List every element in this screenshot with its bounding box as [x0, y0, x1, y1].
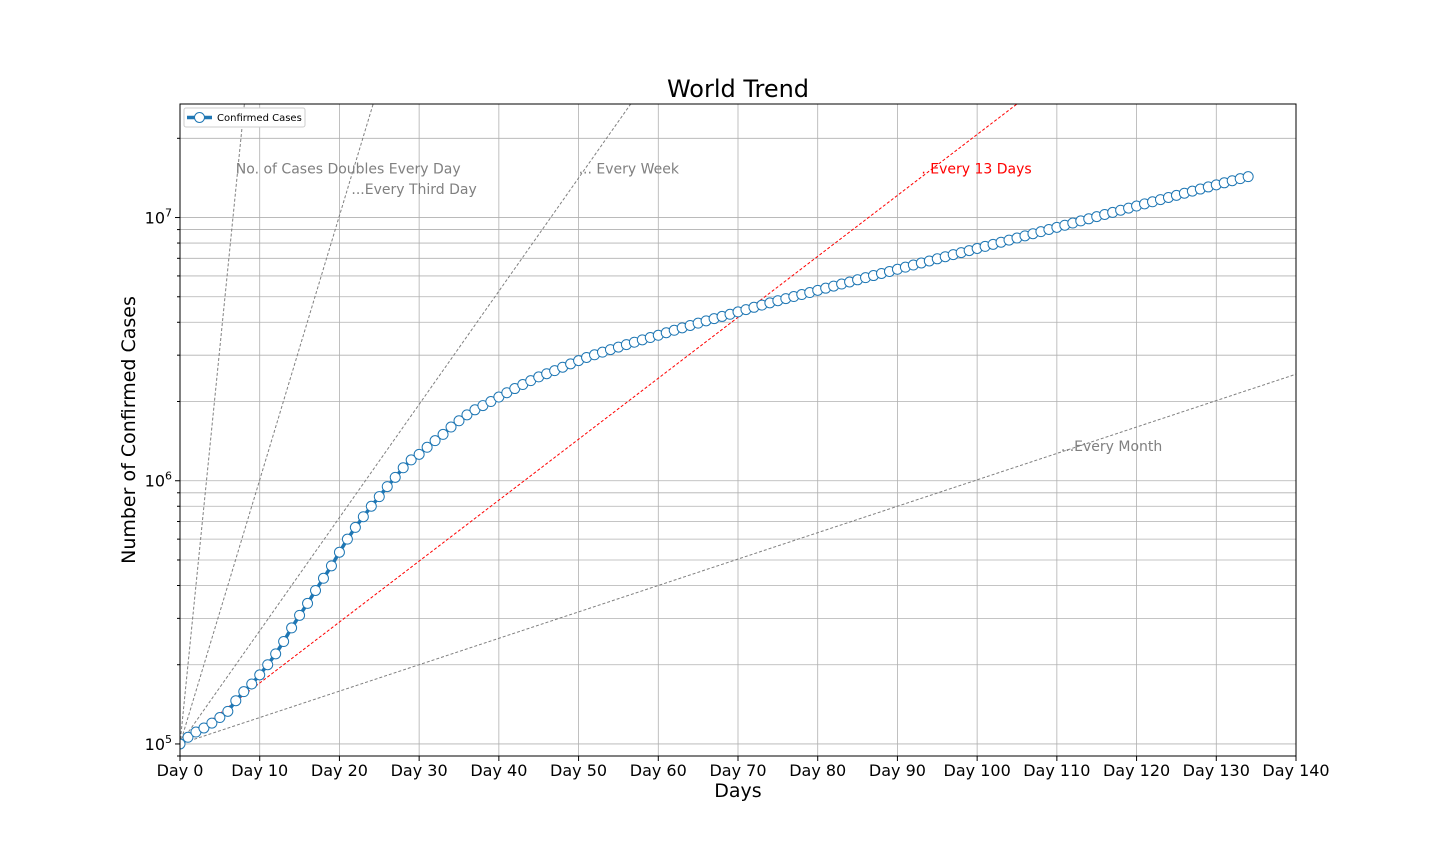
legend: Confirmed Cases [183, 107, 306, 128]
data-point [294, 609, 306, 621]
data-point [206, 717, 218, 729]
x-tick-label: Day 90 [869, 761, 926, 780]
x-tick-label: Day 140 [1262, 761, 1329, 780]
data-point [381, 481, 393, 493]
grid-lines [179, 104, 1297, 757]
x-tick-label: Day 100 [944, 761, 1011, 780]
data-point [421, 441, 433, 453]
series-line-0 [180, 174, 1249, 746]
x-tick-label: Day 0 [157, 761, 204, 780]
data-point [222, 705, 234, 717]
legend-marker [194, 112, 205, 123]
data-point [437, 428, 449, 440]
data-point [198, 722, 210, 734]
data-point [182, 731, 194, 743]
x-tick-label: Day 70 [709, 761, 766, 780]
data-point [445, 421, 457, 433]
data-point [365, 500, 377, 512]
data-point [270, 648, 282, 660]
reference-label-4: ...Every Month [1061, 439, 1162, 455]
x-tick-label: Day 40 [470, 761, 527, 780]
y-tick-exponent: 7 [165, 207, 172, 220]
chart-title: World Trend [667, 75, 809, 103]
y-tick-label: 105 [145, 733, 172, 754]
data-point [373, 491, 385, 503]
data-point [278, 636, 290, 648]
data-point [180, 738, 186, 750]
y-tick-exponent: 6 [165, 470, 172, 483]
x-tick-label: Day 30 [391, 761, 448, 780]
x-tick-label: Day 50 [550, 761, 607, 780]
data-point [230, 695, 242, 707]
reference-label-3: . Every 13 Days [921, 161, 1031, 177]
data-point [341, 533, 353, 545]
data-point [453, 415, 465, 427]
y-axis-ticks: 105 106 107 [145, 137, 180, 757]
data-point [238, 686, 250, 698]
data-point [429, 435, 441, 447]
data-point [317, 572, 329, 584]
data-point [325, 560, 337, 572]
x-tick-label: Day 10 [231, 761, 288, 780]
reference-label-0: No. of Cases Doubles Every Day [236, 161, 461, 177]
y-tick-label: 106 [145, 470, 172, 491]
reference-label-2: ... Every Week [579, 161, 680, 177]
data-point [1242, 171, 1254, 183]
legend-box [183, 107, 306, 128]
legend-label: Confirmed Cases [217, 113, 302, 124]
data-point [349, 521, 361, 533]
data-point [405, 454, 417, 466]
data-point [246, 678, 258, 690]
y-tick-label: 107 [145, 207, 172, 228]
data-point [310, 584, 322, 596]
x-axis-label: Days [714, 780, 761, 802]
data-point [302, 597, 314, 609]
data-point [461, 409, 473, 421]
x-tick-label: Day 120 [1103, 761, 1170, 780]
reference-annotations: No. of Cases Doubles Every Day ...Every T… [236, 161, 1163, 454]
x-tick-label: Day 60 [630, 761, 687, 780]
x-tick-label: Day 20 [311, 761, 368, 780]
data-point [262, 659, 274, 671]
data-point [286, 622, 298, 634]
data-point [397, 462, 409, 474]
data-point [413, 448, 425, 460]
reference-label-1: ...Every Third Day [351, 182, 476, 198]
data-point [333, 546, 345, 558]
x-tick-label: Day 80 [789, 761, 846, 780]
data-point [357, 511, 369, 523]
data-point [214, 712, 226, 724]
x-axis-ticks: Day 0 Day 10 Day 20 Day 30 Day 40 Day 50 Day 6… [157, 756, 1330, 780]
data-point [389, 471, 401, 483]
reference-line-4 [180, 373, 1296, 745]
y-tick-exponent: 5 [165, 733, 172, 746]
y-axis-label: Number of Confirmed Cases [118, 296, 140, 564]
data-point [254, 669, 266, 681]
x-tick-label: Day 130 [1183, 761, 1250, 780]
x-tick-label: Day 110 [1023, 761, 1090, 780]
confirmed-cases-series [180, 171, 1254, 750]
